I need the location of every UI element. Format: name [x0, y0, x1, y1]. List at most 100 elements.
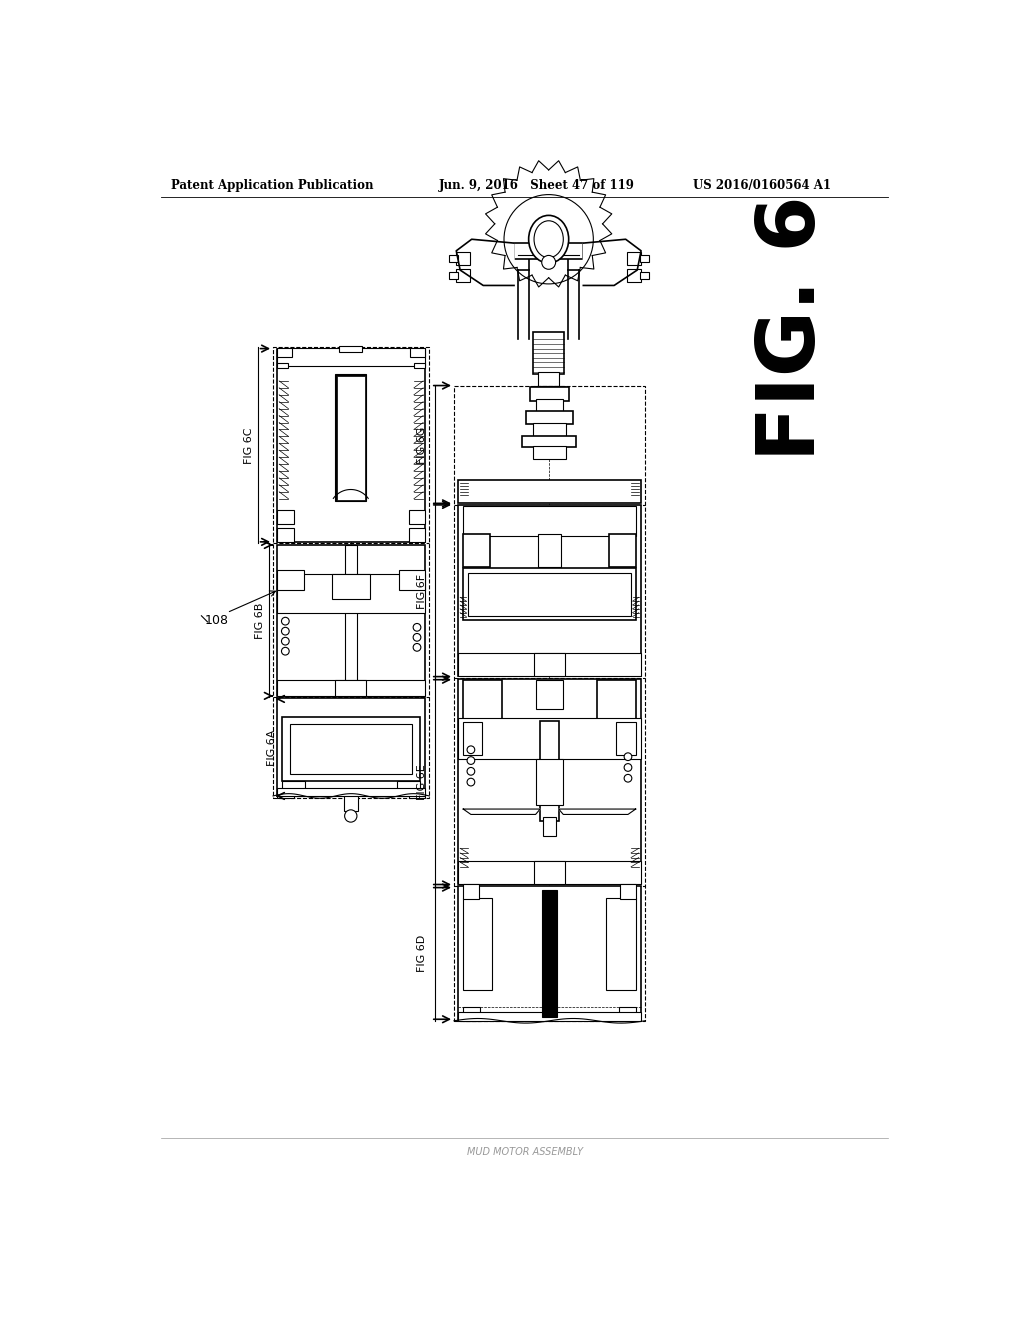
Bar: [414, 363, 425, 368]
Bar: [276, 363, 289, 368]
Circle shape: [542, 256, 556, 269]
Bar: [398, 570, 425, 590]
Bar: [538, 372, 559, 385]
Bar: [336, 374, 367, 502]
Bar: [463, 535, 490, 566]
Bar: [332, 574, 370, 599]
Text: MUD MOTOR ASSEMBLY: MUD MOTOR ASSEMBLY: [467, 1147, 583, 1156]
Bar: [339, 346, 362, 352]
Bar: [409, 511, 425, 524]
Text: FIG 6C: FIG 6C: [244, 428, 254, 463]
Bar: [454, 385, 645, 1020]
Bar: [458, 506, 641, 676]
Text: $\mathregular{108}$: $\mathregular{108}$: [204, 614, 228, 627]
Bar: [463, 681, 502, 721]
Bar: [628, 252, 641, 264]
Circle shape: [467, 767, 475, 775]
Bar: [409, 793, 425, 797]
Text: FIG. 6: FIG. 6: [754, 195, 831, 461]
Bar: [276, 793, 294, 797]
Circle shape: [467, 779, 475, 785]
Text: FIG 6D: FIG 6D: [417, 935, 427, 973]
Text: Patent Application Publication: Patent Application Publication: [171, 178, 373, 191]
Bar: [463, 507, 636, 536]
Bar: [534, 331, 564, 374]
Bar: [618, 1007, 636, 1020]
Bar: [536, 680, 563, 709]
Circle shape: [345, 810, 357, 822]
Bar: [276, 681, 425, 696]
Circle shape: [625, 763, 632, 771]
Text: Jun. 9, 2016   Sheet 47 of 119: Jun. 9, 2016 Sheet 47 of 119: [438, 178, 635, 191]
Bar: [276, 511, 294, 524]
Polygon shape: [559, 809, 636, 814]
Bar: [276, 574, 425, 612]
Bar: [536, 759, 563, 805]
Bar: [336, 681, 367, 696]
Bar: [535, 861, 565, 884]
Text: US 2016/0160564 A1: US 2016/0160564 A1: [692, 178, 830, 191]
Bar: [458, 886, 641, 1020]
Text: FIG 6G: FIG 6G: [417, 426, 427, 465]
Bar: [621, 884, 636, 899]
Bar: [458, 653, 641, 676]
Bar: [457, 252, 470, 264]
Bar: [283, 780, 305, 796]
Bar: [458, 861, 641, 884]
Bar: [640, 255, 649, 263]
Text: FIG 6B: FIG 6B: [255, 602, 265, 639]
Bar: [463, 568, 636, 620]
Bar: [628, 269, 641, 281]
Ellipse shape: [535, 220, 563, 257]
Bar: [463, 898, 493, 990]
Bar: [463, 722, 482, 755]
Bar: [541, 721, 559, 821]
Bar: [535, 653, 565, 676]
Circle shape: [467, 756, 475, 764]
Bar: [468, 573, 631, 615]
Bar: [463, 884, 478, 899]
Bar: [544, 817, 556, 836]
Bar: [397, 780, 420, 796]
Circle shape: [282, 627, 289, 635]
Text: FIG 6F: FIG 6F: [417, 574, 427, 610]
Circle shape: [282, 647, 289, 655]
Bar: [458, 718, 641, 759]
Bar: [276, 698, 425, 796]
Bar: [290, 723, 413, 775]
Circle shape: [413, 634, 421, 642]
Bar: [458, 1011, 641, 1020]
Ellipse shape: [528, 215, 568, 263]
Text: FIG 6A: FIG 6A: [267, 729, 276, 766]
Bar: [536, 400, 563, 412]
Bar: [514, 243, 584, 259]
Circle shape: [413, 623, 421, 631]
Bar: [606, 898, 636, 990]
Circle shape: [625, 775, 632, 781]
Bar: [410, 348, 425, 358]
Bar: [535, 385, 565, 389]
Bar: [538, 535, 561, 566]
Bar: [273, 347, 429, 797]
Bar: [276, 348, 425, 367]
Bar: [526, 411, 572, 424]
Bar: [283, 718, 420, 780]
Bar: [337, 375, 365, 499]
Bar: [457, 269, 470, 281]
Bar: [276, 570, 304, 590]
Circle shape: [467, 746, 475, 754]
Bar: [458, 678, 641, 884]
Bar: [640, 272, 649, 280]
Circle shape: [282, 618, 289, 626]
Circle shape: [625, 752, 632, 760]
Bar: [608, 535, 636, 566]
Bar: [409, 528, 425, 543]
Bar: [532, 446, 566, 459]
Bar: [532, 422, 566, 436]
Bar: [276, 348, 292, 358]
Bar: [276, 350, 425, 543]
Bar: [276, 788, 425, 796]
Bar: [616, 722, 636, 755]
Polygon shape: [457, 239, 514, 285]
Bar: [345, 545, 357, 696]
